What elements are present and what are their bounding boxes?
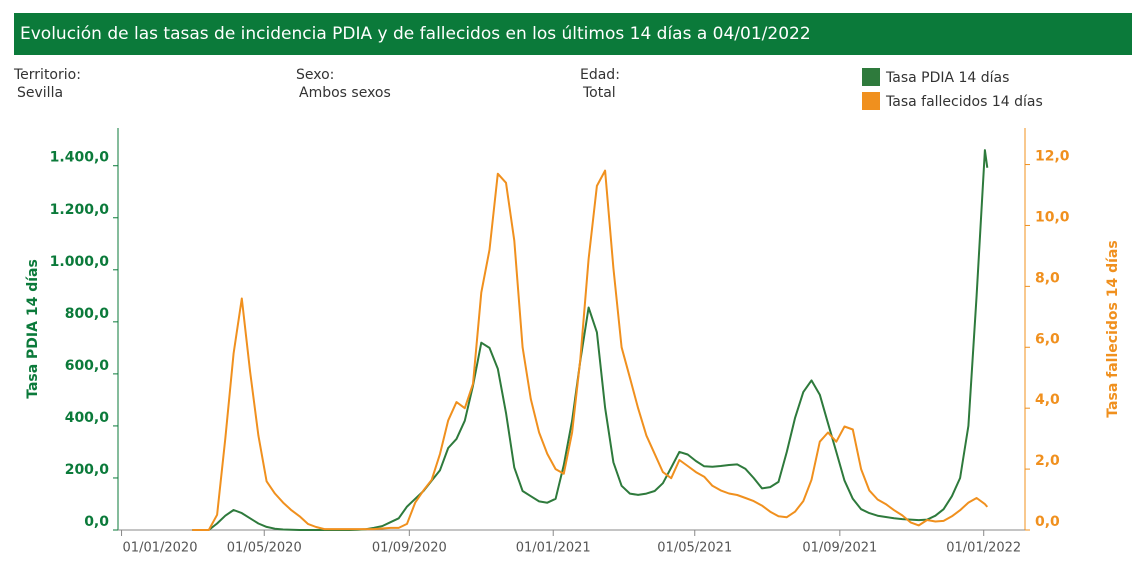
legend-swatch (862, 92, 880, 110)
x-tick-label: 01/01/2020 (123, 541, 198, 556)
filter-label: Sexo: (296, 67, 334, 83)
y-tick-label: 400,0 (65, 410, 110, 426)
y2-tick-label: 6,0 (1035, 331, 1060, 347)
y-axis-title: Tasa PDIA 14 días (25, 259, 41, 399)
y-tick-label: 1.200,0 (50, 202, 110, 218)
filter-value: Sevilla (17, 85, 63, 101)
y-tick-label: 600,0 (65, 358, 110, 374)
x-tick-label: 01/01/2022 (946, 541, 1021, 556)
x-tick-label: 01/09/2020 (372, 541, 447, 556)
series-line (192, 169, 989, 531)
y2-tick-label: 4,0 (1035, 392, 1060, 408)
filter-value: Ambos sexos (299, 85, 391, 101)
x-tick-label: 01/05/2021 (657, 541, 732, 556)
y2-tick-label: 8,0 (1035, 270, 1060, 286)
y2-tick-label: 0,0 (1035, 514, 1060, 530)
x-tick-label: 01/09/2021 (802, 541, 877, 556)
legend-label: Tasa PDIA 14 días (885, 70, 1009, 86)
y-tick-label: 0,0 (84, 514, 109, 530)
y-tick-label: 1.000,0 (50, 254, 110, 270)
x-tick-label: 01/05/2020 (227, 541, 302, 556)
y-tick-label: 800,0 (65, 306, 110, 322)
y2-tick-label: 12,0 (1035, 149, 1070, 165)
y-tick-label: 200,0 (65, 462, 110, 478)
y-tick-label: 1.400,0 (50, 150, 110, 166)
series-line (192, 149, 989, 531)
y2-tick-label: 2,0 (1035, 453, 1060, 469)
x-tick-label: 01/01/2021 (516, 541, 591, 556)
y2-axis-title: Tasa fallecidos 14 días (1105, 240, 1121, 417)
filter-value: Total (582, 85, 616, 101)
chart-title: Evolución de las tasas de incidencia PDI… (20, 24, 811, 44)
filter-label: Territorio: (13, 67, 81, 83)
y2-tick-label: 10,0 (1035, 209, 1070, 225)
filter-label: Edad: (580, 67, 620, 83)
header-bar (14, 13, 1132, 55)
legend-swatch (862, 68, 880, 86)
legend-label: Tasa fallecidos 14 días (885, 94, 1043, 110)
